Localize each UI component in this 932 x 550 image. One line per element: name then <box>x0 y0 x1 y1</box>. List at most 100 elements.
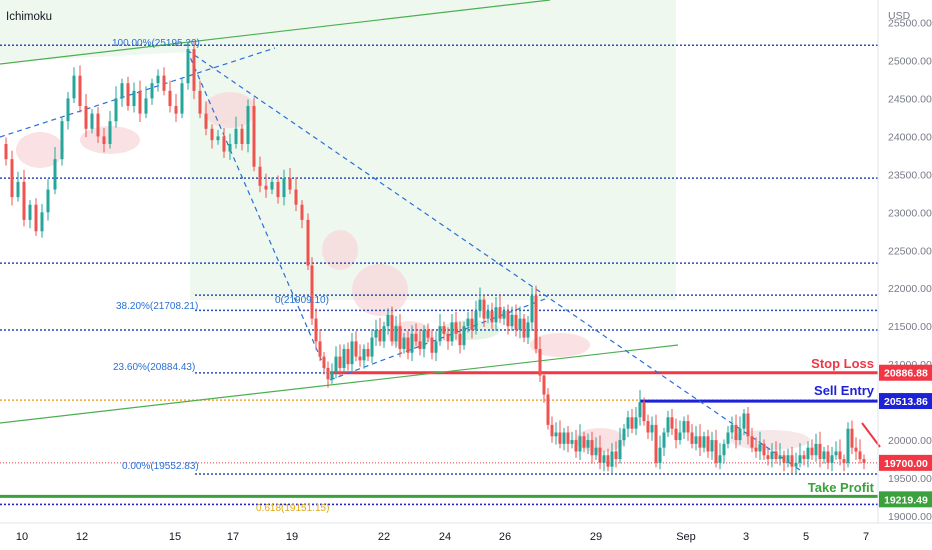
candle-body-132 <box>630 417 634 429</box>
candle-body-176 <box>806 447 810 460</box>
fib-label-2: 0(21909.10) <box>275 295 329 306</box>
y-tick-label-8: 23000.00 <box>888 207 932 219</box>
candle-body-189 <box>858 451 862 460</box>
candle-body-64 <box>358 356 362 361</box>
candle-body-101 <box>506 311 510 327</box>
candle-body-77 <box>410 333 414 353</box>
candle-body-139 <box>658 447 662 463</box>
candle-body-33 <box>198 90 202 114</box>
candle-body-188 <box>854 447 858 452</box>
candle-body-67 <box>370 337 374 357</box>
candle-body-180 <box>822 451 826 460</box>
candle-body-172 <box>790 455 794 467</box>
ichimoku-cloud-9 <box>730 430 810 450</box>
candle-body-182 <box>830 455 834 463</box>
candle-body-138 <box>654 424 658 463</box>
candle-body-6 <box>34 204 38 232</box>
y-tick-label-13: 25500.00 <box>888 18 932 30</box>
candle-body-51 <box>306 219 310 266</box>
candle-body-162 <box>750 436 754 448</box>
candle-body-13 <box>78 75 82 107</box>
candle-body-74 <box>398 326 402 349</box>
last-price-tag-text: 19700.00 <box>884 458 928 470</box>
x-tick-label-12: 7 <box>863 531 869 543</box>
y-tick-label-11: 24500.00 <box>888 93 932 105</box>
candle-body-88 <box>454 322 458 334</box>
candle-body-3 <box>16 181 20 198</box>
candle-body-5 <box>28 204 32 220</box>
take-profit-tag-text: 19219.49 <box>884 494 928 506</box>
candle-body-143 <box>674 428 678 441</box>
candle-body-19 <box>114 98 118 122</box>
candle-body-16 <box>96 113 100 137</box>
candle-body-60 <box>342 348 346 368</box>
candle-body-126 <box>606 455 610 467</box>
candle-body-178 <box>814 443 818 456</box>
candle-body-25 <box>150 83 154 99</box>
candle-body-76 <box>406 337 410 353</box>
candle-body-95 <box>482 299 486 319</box>
candle-body-34 <box>204 113 208 129</box>
candle-body-46 <box>276 181 280 198</box>
candle-body-29 <box>174 106 178 114</box>
candle-body-65 <box>362 348 366 361</box>
candle-body-85 <box>442 326 446 334</box>
candle-body-47 <box>282 178 286 198</box>
candle-body-35 <box>210 128 214 141</box>
y-tick-label-1: 19500.00 <box>888 473 932 485</box>
candle-body-124 <box>598 447 602 463</box>
candle-body-177 <box>810 447 814 456</box>
candle-body-118 <box>574 440 578 452</box>
candle-body-145 <box>682 421 686 433</box>
candle-body-187 <box>850 428 854 448</box>
trendlines-layer <box>0 0 801 471</box>
candle-body-160 <box>742 413 746 429</box>
candle-body-149 <box>698 436 702 448</box>
candle-body-28 <box>168 90 172 107</box>
candle-body-173 <box>794 462 798 467</box>
candle-body-171 <box>786 455 790 463</box>
candle-body-164 <box>758 443 762 452</box>
candle-body-116 <box>566 432 570 444</box>
candle-body-1 <box>4 143 8 160</box>
candle-body-90 <box>462 326 466 346</box>
candle-body-122 <box>590 440 594 456</box>
candle-body-117 <box>570 440 574 444</box>
candle-body-113 <box>554 432 558 437</box>
candle-body-82 <box>430 337 434 353</box>
channel-lower-line <box>0 344 679 424</box>
target-arrow-line <box>861 422 881 448</box>
candle-body-17 <box>102 136 106 144</box>
candle-body-115 <box>562 432 566 444</box>
horizontal-levels-layer <box>0 44 878 506</box>
candle-body-165 <box>762 443 766 456</box>
candle-body-20 <box>120 83 124 99</box>
currency-label: USD <box>888 10 911 22</box>
candle-body-185 <box>842 459 846 463</box>
candle-body-174 <box>798 455 802 463</box>
y-tick-label-7: 22500.00 <box>888 245 932 257</box>
stop-loss-tag-text: 20886.88 <box>884 368 928 380</box>
candle-body-42 <box>252 106 256 167</box>
candle-body-100 <box>502 311 506 319</box>
fib-zone-shade <box>190 0 676 300</box>
stop-loss-tag <box>879 364 932 381</box>
fib-label-0: 100.00%(25195.20) <box>112 38 200 49</box>
dashed-trendline-3 <box>186 49 801 471</box>
candle-body-111 <box>546 394 550 425</box>
candle-body-75 <box>402 337 406 349</box>
candle-body-109 <box>538 348 542 376</box>
candle-body-154 <box>718 455 722 463</box>
candle-body-79 <box>418 341 422 349</box>
candle-body-179 <box>818 443 822 460</box>
candle-body-96 <box>486 311 490 319</box>
candle-body-136 <box>646 421 650 433</box>
candle-body-32 <box>192 49 196 91</box>
x-tick-label-0: 10 <box>16 531 28 543</box>
candle-body-137 <box>650 424 654 433</box>
candle-body-89 <box>458 333 462 346</box>
candle-body-130 <box>622 428 626 441</box>
candle-body-36 <box>216 136 220 141</box>
candle-body-94 <box>478 299 482 312</box>
